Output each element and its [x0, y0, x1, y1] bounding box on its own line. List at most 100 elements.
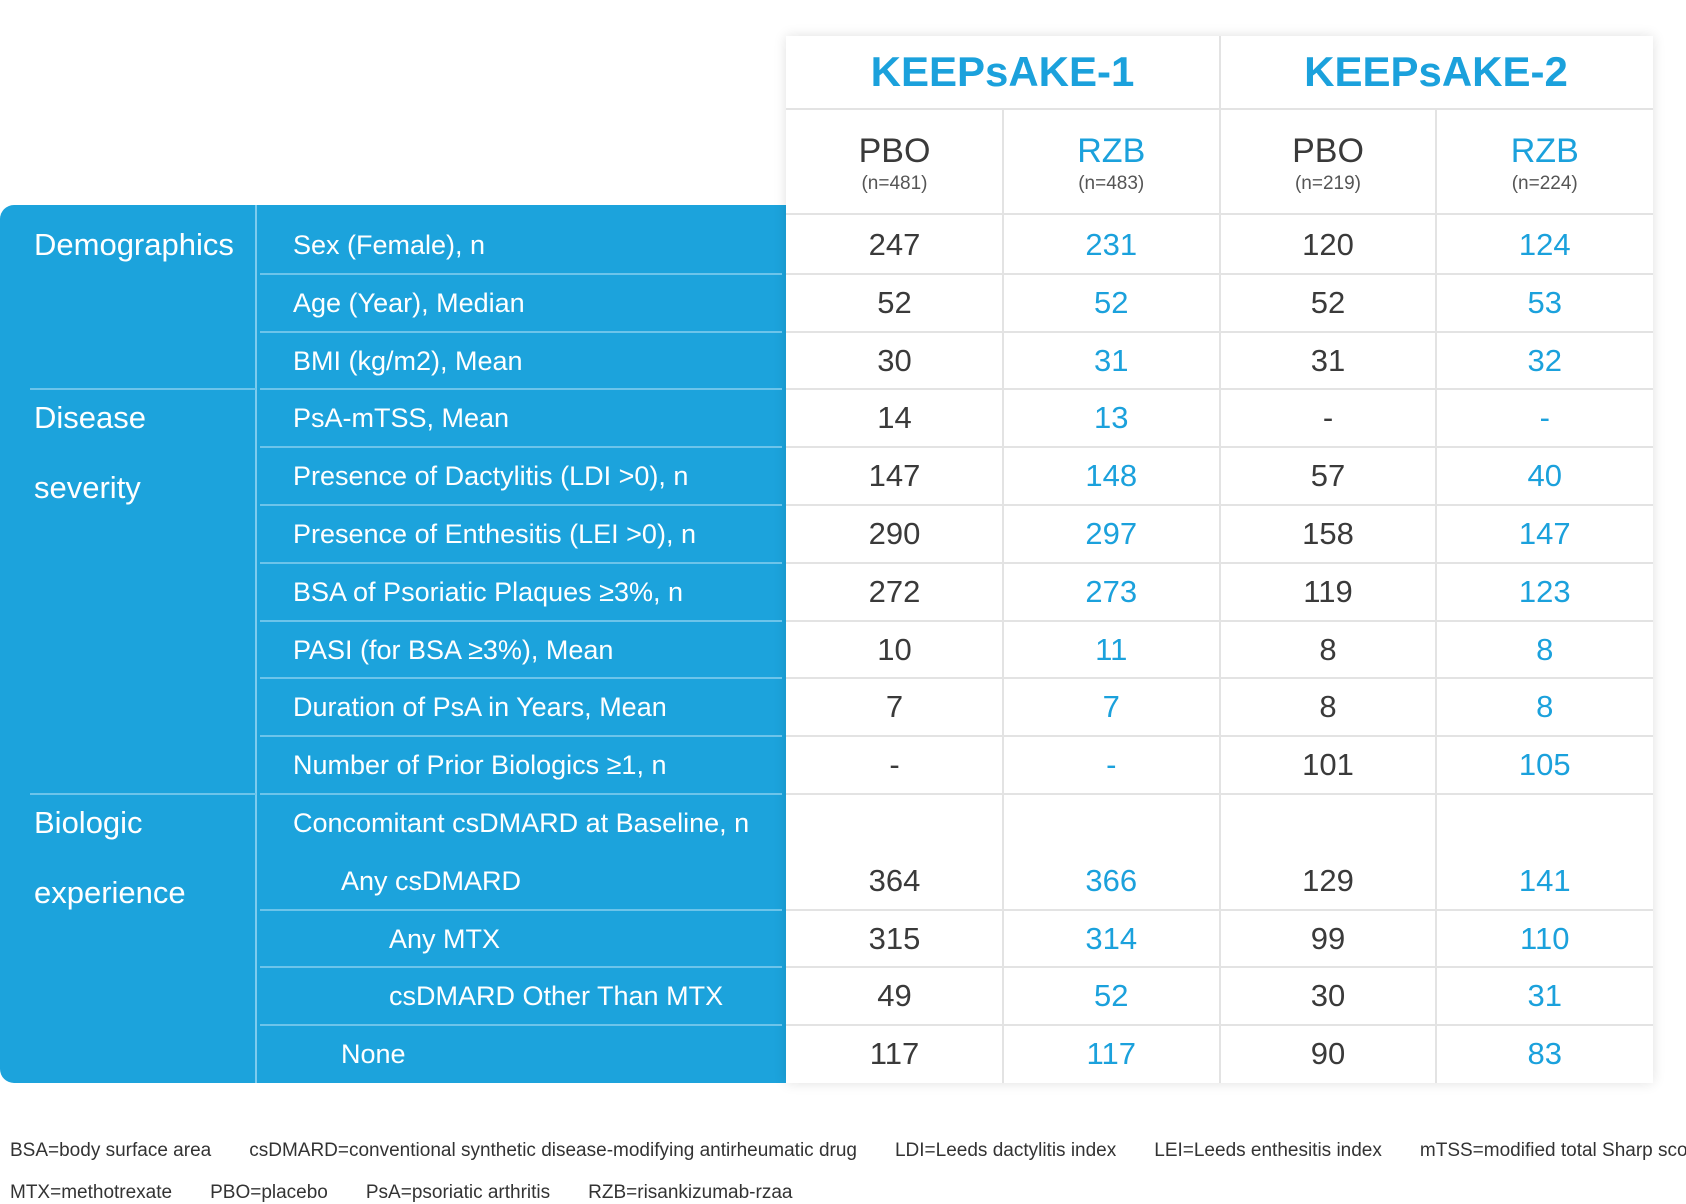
- cell-value: 147: [868, 458, 921, 494]
- arm-header: PBO (n=481): [786, 132, 1003, 195]
- row-rule: [260, 272, 782, 275]
- cell-value: 52: [1310, 284, 1346, 320]
- column-rule: [1001, 108, 1004, 1083]
- cell-value: 129: [1302, 862, 1354, 898]
- row-label: csDMARD Other Than MTX: [389, 981, 724, 1012]
- row-rule: [786, 793, 1653, 795]
- cell-value: 8: [1536, 631, 1554, 667]
- row-label: BSA of Psoriatic Plaques ≥3%, n: [293, 576, 684, 607]
- cell-value: 7: [885, 689, 904, 725]
- section-title: Disease severity: [34, 400, 146, 506]
- cell-value: 315: [868, 920, 921, 956]
- row-rule: [260, 908, 782, 911]
- column-rule: [1218, 36, 1221, 1083]
- arm-header: PBO (n=219): [1220, 132, 1437, 195]
- row-rule: [260, 330, 782, 333]
- row-rule: [786, 966, 1653, 969]
- row-rule: [786, 388, 1653, 391]
- row-label: None: [341, 1039, 406, 1070]
- row-rule: [260, 677, 782, 680]
- cell-value: 8: [1319, 689, 1337, 725]
- cell-value: 8: [1536, 689, 1554, 725]
- cell-value: 7: [1102, 689, 1120, 725]
- cell-value: 272: [868, 573, 921, 609]
- cell-value: -: [1322, 400, 1334, 436]
- cell-value: 123: [1518, 573, 1571, 609]
- row-rule: [786, 735, 1653, 738]
- section-title: Biologic experience: [34, 805, 186, 910]
- study-title: KEEPsAKE-1: [870, 48, 1135, 95]
- footnote: MTX=methotrexate: [10, 1182, 173, 1203]
- cell-value: 231: [1085, 227, 1138, 262]
- row-rule: [260, 388, 782, 391]
- row-label: Presence of Dactylitis (LDI >0), n: [293, 461, 689, 492]
- footnote: RZB=risankizumab-rzaa: [588, 1182, 793, 1203]
- footnote: BSA=body surface area: [10, 1140, 212, 1161]
- row-rule: [786, 1024, 1653, 1027]
- section-rule: [30, 793, 256, 795]
- footnote: csDMARD=conventional synthetic disease-m…: [249, 1140, 857, 1161]
- row-label: Duration of PsA in Years, Mean: [293, 692, 667, 723]
- cell-value: 49: [877, 978, 912, 1014]
- cell-value: 13: [1094, 400, 1129, 436]
- cell-value: 30: [1310, 978, 1346, 1014]
- cell-value: 117: [1086, 1036, 1136, 1072]
- row-rule: [786, 619, 1653, 622]
- cell-value: 147: [1518, 516, 1571, 551]
- arm-n: (n=219): [1294, 173, 1362, 194]
- cell-value: -: [1539, 400, 1550, 436]
- cell-value: 117: [869, 1036, 920, 1072]
- footnote: mTSS=modified total Sharp score: [1419, 1140, 1686, 1161]
- arm-n: (n=481): [861, 173, 928, 194]
- column-rule: [1435, 108, 1438, 1083]
- row-rule: [786, 330, 1653, 333]
- row-rule: [260, 966, 782, 969]
- row-rule: [786, 908, 1653, 911]
- cell-value: 52: [1094, 284, 1129, 320]
- row-rule: [786, 677, 1653, 680]
- cell-value: 247: [868, 227, 921, 262]
- cell-value: 52: [877, 284, 912, 320]
- section-rule: [30, 388, 256, 391]
- cell-value: 83: [1527, 1036, 1562, 1072]
- row-label: Any csDMARD: [341, 865, 522, 896]
- row-label: Presence of Enthesitis (LEI >0), n: [293, 519, 696, 549]
- footnote: PsA=psoriatic arthritis: [365, 1182, 551, 1203]
- row-rule: [260, 1024, 782, 1027]
- footnote-line: BSA=body surface area csDMARD=conventiona…: [10, 1140, 1686, 1162]
- row-label: Any MTX: [389, 923, 501, 954]
- cell-value: 105: [1518, 747, 1571, 783]
- cell-value: -: [1106, 747, 1117, 783]
- row-label: PASI (for BSA ≥3%), Mean: [293, 634, 614, 665]
- cell-value: 99: [1310, 920, 1346, 956]
- cell-value: 366: [1085, 862, 1138, 898]
- row-rule: [786, 504, 1653, 506]
- panel-divider: [255, 205, 257, 1083]
- cell-value: 52: [1094, 978, 1129, 1014]
- cell-value: 40: [1527, 458, 1562, 494]
- cell-value: 273: [1085, 573, 1138, 609]
- cell-value: 101: [1302, 747, 1354, 783]
- row-label: PsA-mTSS, Mean: [293, 403, 510, 434]
- row-rule: [260, 446, 782, 449]
- row-rule: [786, 446, 1653, 449]
- cell-value: 8: [1319, 631, 1337, 667]
- footnote: LEI=Leeds enthesitis index: [1154, 1140, 1382, 1161]
- cell-value: 148: [1085, 458, 1138, 494]
- cell-value: 31: [1310, 342, 1346, 378]
- cell-value: 364: [868, 862, 921, 898]
- cell-value: 14: [877, 400, 912, 436]
- row-rule: [786, 272, 1653, 275]
- cell-value: 53: [1527, 284, 1562, 320]
- cell-value: 124: [1518, 227, 1571, 262]
- row-rule: [260, 504, 782, 506]
- arm-name: PBO: [1292, 132, 1364, 170]
- arm-name: PBO: [858, 132, 931, 170]
- cell-value: 120: [1302, 227, 1354, 262]
- cell-value: 30: [877, 342, 912, 378]
- arm-name: RZB: [1077, 132, 1146, 170]
- cell-value: 31: [1094, 342, 1129, 378]
- footnote: LDI=Leeds dactylitis index: [894, 1140, 1117, 1161]
- row-rule: [260, 793, 782, 795]
- label-panel: [0, 205, 786, 1083]
